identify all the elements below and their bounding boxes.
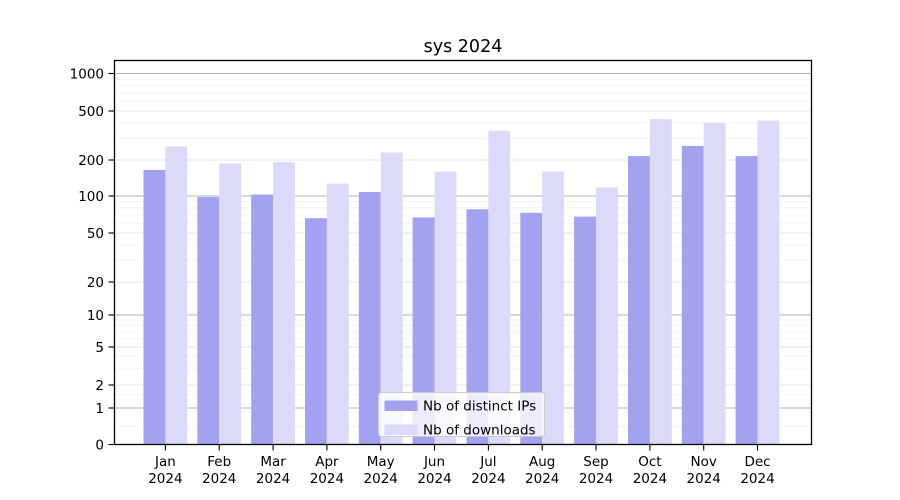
y-tick-label: 20	[87, 275, 104, 291]
bar-nb-of-distinct-ips-may	[358, 192, 381, 445]
x-tick-label: Jul	[479, 454, 496, 470]
y-tick-label: 1	[95, 401, 104, 417]
legend-swatch-distinct-ips	[384, 400, 418, 411]
legend-swatch-downloads	[384, 424, 418, 435]
bar-nb-of-distinct-ips-oct	[628, 156, 650, 445]
bar-nb-of-downloads-may	[380, 152, 403, 445]
bar-nb-of-distinct-ips-jul	[466, 209, 489, 445]
bar-nb-of-downloads-aug	[542, 171, 565, 445]
y-tick-label: 100	[78, 189, 104, 205]
y-tick-label: 200	[78, 153, 104, 169]
x-tick-label: May	[367, 454, 395, 470]
x-tick-year-label: 2024	[633, 471, 667, 487]
bar-nb-of-distinct-ips-nov	[681, 146, 704, 445]
x-tick-year-label: 2024	[579, 471, 613, 487]
y-tick-label: 10	[87, 308, 104, 324]
x-tick-year-label: 2024	[740, 471, 774, 487]
x-tick-year-label: 2024	[417, 471, 451, 487]
bar-nb-of-distinct-ips-jan	[143, 170, 166, 445]
x-tick-label: Apr	[315, 454, 339, 470]
plot-border	[113, 59, 813, 446]
bar-nb-of-distinct-ips-apr	[305, 218, 327, 445]
legend-box	[378, 392, 545, 437]
bar-nb-of-distinct-ips-mar	[251, 194, 274, 445]
x-tick-label: Aug	[529, 454, 555, 470]
y-tick-label: 2	[95, 378, 104, 394]
bar-nb-of-downloads-mar	[273, 162, 295, 445]
x-tick-year-label: 2024	[687, 471, 721, 487]
legend: Nb of distinct IPs Nb of downloads	[378, 392, 545, 439]
y-tick-label: 5	[95, 340, 104, 356]
y-tick-label: 1000	[70, 66, 104, 82]
bar-nb-of-downloads-feb	[219, 163, 242, 445]
x-tick-label: Jun	[423, 454, 445, 470]
bar-nb-of-downloads-apr	[326, 183, 349, 445]
x-tick-label: Jan	[154, 454, 176, 470]
y-tick-label: 500	[78, 104, 104, 120]
bar-nb-of-distinct-ips-jun	[412, 217, 435, 445]
bars	[143, 119, 780, 445]
bar-nb-of-downloads-sep	[596, 187, 618, 445]
bar-nb-of-distinct-ips-aug	[520, 212, 543, 445]
legend-label-distinct-ips: Nb of distinct IPs	[423, 399, 536, 415]
x-tick-label: Sep	[583, 454, 608, 470]
x-tick-year-label: 2024	[364, 471, 398, 487]
bar-nb-of-downloads-jun	[434, 171, 457, 445]
bar-nb-of-downloads-jul	[488, 130, 511, 445]
y-tick-label: 50	[87, 226, 104, 242]
y-axis: 0 1 2 5 10 20 50 100 200 500 1000	[70, 66, 115, 453]
x-axis: Jan2024Feb2024Mar2024Apr2024May2024Jun20…	[148, 444, 775, 487]
x-tick-year-label: 2024	[525, 471, 559, 487]
legend-label-downloads: Nb of downloads	[423, 423, 536, 439]
y-tick-label: 0	[95, 437, 104, 453]
bar-nb-of-distinct-ips-feb	[197, 197, 220, 445]
x-tick-year-label: 2024	[202, 471, 236, 487]
x-tick-label: Oct	[638, 454, 661, 470]
x-tick-label: Feb	[207, 454, 231, 470]
bar-nb-of-downloads-oct	[649, 119, 672, 445]
bar-nb-of-distinct-ips-sep	[574, 216, 596, 445]
bar-nb-of-downloads-jan	[165, 146, 188, 445]
x-tick-year-label: 2024	[256, 471, 290, 487]
x-tick-label: Nov	[691, 454, 717, 470]
x-tick-year-label: 2024	[148, 471, 182, 487]
bar-nb-of-downloads-nov	[703, 122, 726, 445]
chart-title: sys 2024	[424, 37, 503, 57]
x-tick-year-label: 2024	[471, 471, 505, 487]
bar-nb-of-downloads-dec	[757, 120, 780, 445]
x-tick-label: Dec	[744, 454, 770, 470]
x-tick-year-label: 2024	[310, 471, 344, 487]
x-tick-label: Mar	[260, 454, 286, 470]
bar-nb-of-distinct-ips-dec	[735, 156, 758, 445]
